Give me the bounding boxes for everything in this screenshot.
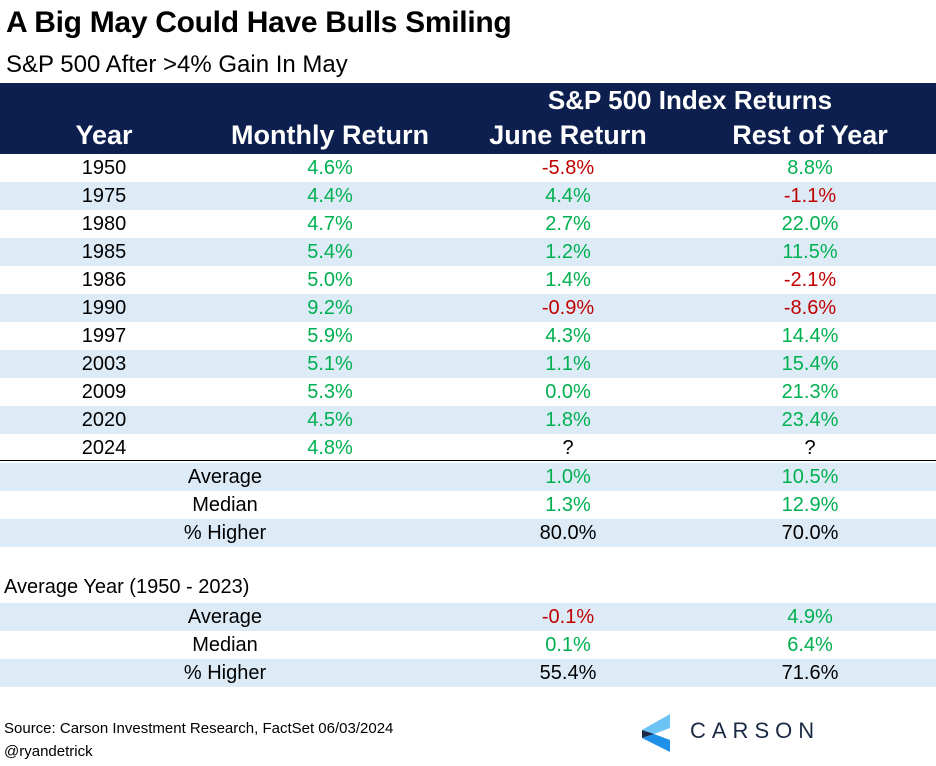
rest-stat-cell: 12.9% bbox=[781, 494, 839, 516]
table-row: 1975 4.4% 4.4% -1.1% bbox=[0, 182, 936, 210]
year-cell: 1975 bbox=[81, 185, 127, 207]
summary-row: Average -0.1% 4.9% bbox=[0, 603, 936, 631]
rest-stat-cell: 6.4% bbox=[787, 634, 833, 656]
june-stat-cell: 1.0% bbox=[545, 466, 591, 488]
source-note: Source: Carson Investment Research, Fact… bbox=[4, 720, 394, 737]
rest-stat-cell: 70.0% bbox=[781, 522, 839, 544]
year-cell: 2024 bbox=[81, 437, 127, 459]
rest-stat-cell: 10.5% bbox=[781, 466, 839, 488]
table-row: 2009 5.3% 0.0% 21.3% bbox=[0, 378, 936, 406]
monthly-return-cell: 4.8% bbox=[307, 437, 353, 459]
june-stat-cell: 0.1% bbox=[545, 634, 591, 656]
monthly-return-cell: 9.2% bbox=[307, 297, 353, 319]
june-return-cell: 1.2% bbox=[545, 241, 591, 263]
summary-row: Average 1.0% 10.5% bbox=[0, 463, 936, 491]
summary-row: % Higher 80.0% 70.0% bbox=[0, 519, 936, 547]
header-rest-of-year: Rest of Year bbox=[732, 120, 888, 150]
summary-label: % Higher bbox=[183, 522, 267, 544]
author-handle: @ryandetrick bbox=[4, 743, 93, 760]
rest-of-year-cell: -2.1% bbox=[783, 269, 837, 291]
year-cell: 1986 bbox=[81, 269, 127, 291]
carson-logo: CARSON bbox=[640, 712, 840, 752]
rest-of-year-cell: -1.1% bbox=[783, 185, 837, 207]
june-stat-cell: 1.3% bbox=[545, 494, 591, 516]
table-row: 1950 4.6% -5.8% 8.8% bbox=[0, 154, 936, 182]
rest-of-year-cell: 11.5% bbox=[782, 241, 838, 263]
monthly-return-cell: 4.7% bbox=[307, 213, 353, 235]
summary-label: Average bbox=[187, 466, 263, 488]
june-return-cell: ? bbox=[562, 437, 574, 459]
june-stat-cell: 55.4% bbox=[539, 662, 597, 684]
year-cell: 1990 bbox=[81, 297, 127, 319]
june-return-cell: 0.0% bbox=[545, 381, 591, 403]
table-row: 2024 4.8% ? ? bbox=[0, 434, 936, 462]
page-title: A Big May Could Have Bulls Smiling bbox=[6, 6, 512, 39]
rest-of-year-cell: 22.0% bbox=[781, 213, 839, 235]
header-monthly-return: Monthly Return bbox=[231, 120, 429, 150]
year-cell: 2003 bbox=[81, 353, 127, 375]
rest-of-year-cell: 15.4% bbox=[781, 353, 839, 375]
rest-of-year-cell: ? bbox=[804, 437, 816, 459]
logo-text: CARSON bbox=[690, 718, 821, 743]
monthly-return-cell: 4.4% bbox=[307, 185, 353, 207]
table-row: 1997 5.9% 4.3% 14.4% bbox=[0, 322, 936, 350]
year-cell: 1985 bbox=[81, 241, 127, 263]
table-row: 1980 4.7% 2.7% 22.0% bbox=[0, 210, 936, 238]
year-cell: 2020 bbox=[81, 409, 127, 431]
june-stat-cell: -0.1% bbox=[541, 606, 595, 628]
table-row: 2003 5.1% 1.1% 15.4% bbox=[0, 350, 936, 378]
june-return-cell: 2.7% bbox=[545, 213, 591, 235]
monthly-return-cell: 4.5% bbox=[307, 409, 353, 431]
june-return-cell: 4.3% bbox=[545, 325, 591, 347]
monthly-return-cell: 5.0% bbox=[307, 269, 353, 291]
june-return-cell: -5.8% bbox=[541, 157, 595, 179]
year-cell: 1950 bbox=[81, 157, 127, 179]
june-return-cell: 1.1% bbox=[545, 353, 591, 375]
monthly-return-cell: 4.6% bbox=[307, 157, 353, 179]
rest-of-year-cell: 14.4% bbox=[781, 325, 839, 347]
year-cell: 2009 bbox=[81, 381, 127, 403]
summary-label: Median bbox=[192, 494, 258, 516]
monthly-return-cell: 5.1% bbox=[307, 353, 353, 375]
header-year: Year bbox=[75, 120, 133, 150]
rest-stat-cell: 4.9% bbox=[787, 606, 833, 628]
monthly-return-cell: 5.9% bbox=[307, 325, 353, 347]
summary-label: % Higher bbox=[183, 662, 267, 684]
june-return-cell: -0.9% bbox=[541, 297, 595, 319]
year-cell: 1980 bbox=[81, 213, 127, 235]
carson-logo-icon bbox=[642, 714, 670, 752]
summary-label: Average bbox=[187, 606, 263, 628]
monthly-return-cell: 5.3% bbox=[307, 381, 353, 403]
rest-of-year-cell: 23.4% bbox=[781, 409, 839, 431]
rest-of-year-cell: -8.6% bbox=[783, 297, 837, 319]
year-cell: 1997 bbox=[81, 325, 127, 347]
table-row: 2020 4.5% 1.8% 23.4% bbox=[0, 406, 936, 434]
table-header: S&P 500 Index Returns Year Monthly Retur… bbox=[0, 83, 936, 154]
page-subtitle: S&P 500 After >4% Gain In May bbox=[6, 51, 348, 78]
average-year-label: Average Year (1950 - 2023) bbox=[4, 576, 250, 598]
summary-row: Median 0.1% 6.4% bbox=[0, 631, 936, 659]
summary-row: Median 1.3% 12.9% bbox=[0, 491, 936, 519]
june-return-cell: 1.4% bbox=[545, 269, 591, 291]
header-group-label: S&P 500 Index Returns bbox=[547, 85, 833, 115]
table-row: 1990 9.2% -0.9% -8.6% bbox=[0, 294, 936, 322]
june-return-cell: 4.4% bbox=[545, 185, 591, 207]
summary-label: Median bbox=[192, 634, 258, 656]
june-return-cell: 1.8% bbox=[545, 409, 591, 431]
rest-of-year-cell: 8.8% bbox=[787, 157, 833, 179]
table-row: 1985 5.4% 1.2% 11.5% bbox=[0, 238, 936, 266]
summary-row: % Higher 55.4% 71.6% bbox=[0, 659, 936, 687]
rest-of-year-cell: 21.3% bbox=[781, 381, 839, 403]
june-stat-cell: 80.0% bbox=[539, 522, 597, 544]
header-june-return: June Return bbox=[489, 120, 647, 150]
table-row: 1986 5.0% 1.4% -2.1% bbox=[0, 266, 936, 294]
rest-stat-cell: 71.6% bbox=[781, 662, 839, 684]
monthly-return-cell: 5.4% bbox=[307, 241, 353, 263]
